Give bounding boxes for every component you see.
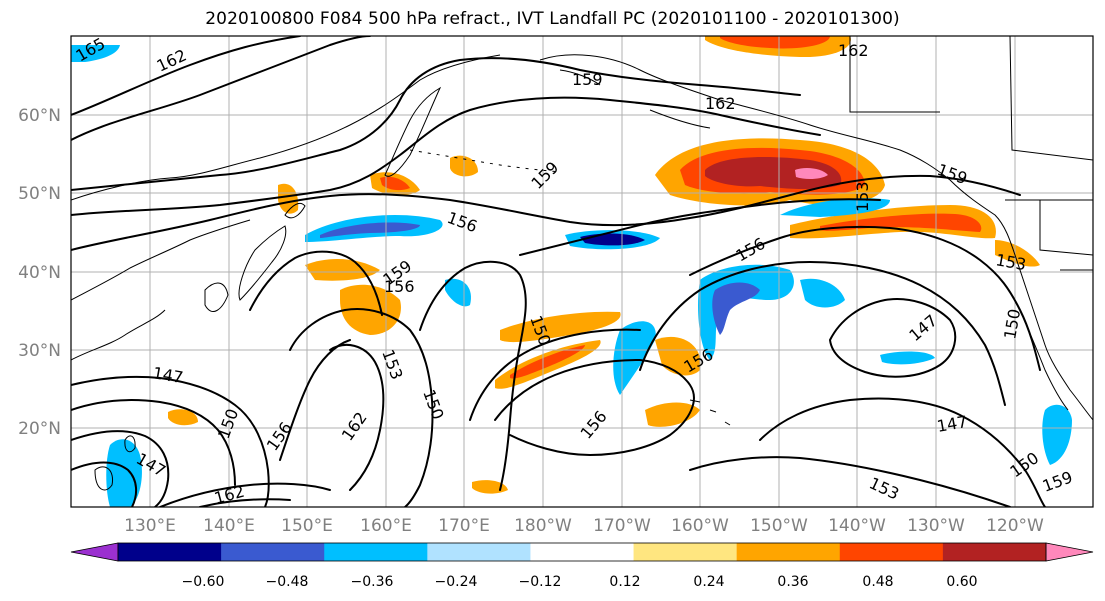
height-contours xyxy=(71,36,1046,507)
plot-title: 2020100800 F084 500 hPa refract., IVT La… xyxy=(205,9,900,29)
positive-patch-mid-east-2 xyxy=(645,402,700,427)
positive-patch-gulf-peak xyxy=(795,167,828,180)
contour-label: 162 xyxy=(705,94,736,113)
colorbar-swatch xyxy=(633,543,738,561)
lon-tick-label: 170°E xyxy=(438,516,490,536)
positive-patch-central xyxy=(500,311,621,343)
map-frame xyxy=(70,35,1094,508)
lon-tick-label: 150°W xyxy=(750,516,808,536)
colorbar-tick-label: −0.48 xyxy=(266,574,309,590)
contour-label: 153 xyxy=(853,181,872,212)
colorbar-swatch xyxy=(942,543,1047,561)
negative-patch-nw-corner xyxy=(71,45,120,62)
positive-patch-gulf-core xyxy=(705,157,842,189)
colorbar-tick-label: 0.36 xyxy=(777,574,808,590)
lat-tick-label: 30°N xyxy=(18,341,61,361)
lat-tick-label: 20°N xyxy=(18,419,61,439)
negative-patch-baja xyxy=(1042,404,1072,465)
negative-patch-mid xyxy=(613,321,656,395)
contour-label: 156 xyxy=(384,277,415,296)
colorbar-tick-label: 0.24 xyxy=(693,574,724,590)
colorbar-swatch xyxy=(736,543,841,561)
contour-label: 162 xyxy=(838,41,869,60)
lon-tick-label: 170°W xyxy=(593,516,651,536)
colorbar-tick-label: −0.60 xyxy=(182,574,225,590)
colorbar-swatch xyxy=(839,543,944,561)
colorbar-tick-label: −0.36 xyxy=(351,574,394,590)
lon-tick-label: 160°W xyxy=(671,516,729,536)
positive-patch-pnw xyxy=(995,240,1040,267)
positive-patch-jp-2 xyxy=(305,258,380,281)
positive-patch-north-core xyxy=(720,36,830,49)
positive-patch-central-3 xyxy=(510,345,585,379)
lon-tick-label: 130°W xyxy=(907,516,965,536)
lat-tick-label: 50°N xyxy=(18,184,61,204)
colorbar-high-extend xyxy=(1045,542,1094,562)
lon-tick-label: 160°E xyxy=(360,516,412,536)
colorbar-swatch xyxy=(324,543,428,561)
lon-tick-label: 150°E xyxy=(281,516,333,536)
negative-patch-sw xyxy=(106,439,142,507)
lat-axis: 60°N 50°N 40°N 30°N 20°N xyxy=(18,106,61,439)
colorbar-swatches xyxy=(118,543,1047,561)
lat-tick-label: 60°N xyxy=(18,106,61,126)
colorbar-low-extend xyxy=(70,542,119,562)
colorbar: −0.60 −0.48 −0.36 −0.24 −0.12 0.12 0.24 … xyxy=(70,542,1094,590)
colorbar-tick-label: 0.60 xyxy=(946,574,977,590)
negative-patch-east-2 xyxy=(880,351,935,365)
lat-tick-label: 40°N xyxy=(18,263,61,283)
contour-label: 159 xyxy=(572,70,603,89)
colorbar-swatch xyxy=(221,543,325,561)
colorbar-swatch xyxy=(427,543,531,561)
lon-tick-label: 140°W xyxy=(828,516,886,536)
negative-patch-swirl-3 xyxy=(800,278,845,308)
negative-patch-east xyxy=(780,198,890,217)
positive-patch-sw xyxy=(168,409,198,426)
negative-patch-west-core xyxy=(320,222,420,238)
colorbar-tick-label: −0.12 xyxy=(519,574,562,590)
shaded-fields xyxy=(71,36,1072,507)
colorbar-tick-label: −0.24 xyxy=(435,574,478,590)
lon-tick-label: 140°E xyxy=(203,516,255,536)
positive-patch-sub xyxy=(472,480,508,494)
negative-patch-swirl-2 xyxy=(712,282,760,335)
colorbar-frame xyxy=(117,542,1047,562)
lon-tick-label: 180°W xyxy=(514,516,572,536)
colorbar-tick-label: 0.48 xyxy=(862,574,893,590)
positive-patch-kuril-core xyxy=(380,176,410,191)
colorbar-swatch xyxy=(118,543,222,561)
lon-axis: 130°E 140°E 150°E 160°E 170°E 180°W 170°… xyxy=(124,516,1044,536)
lon-tick-label: 130°E xyxy=(124,516,176,536)
colorbar-swatch xyxy=(530,543,635,561)
graticule xyxy=(71,36,1093,507)
lon-tick-label: 120°W xyxy=(986,516,1044,536)
colorbar-tick-label: 0.12 xyxy=(609,574,640,590)
